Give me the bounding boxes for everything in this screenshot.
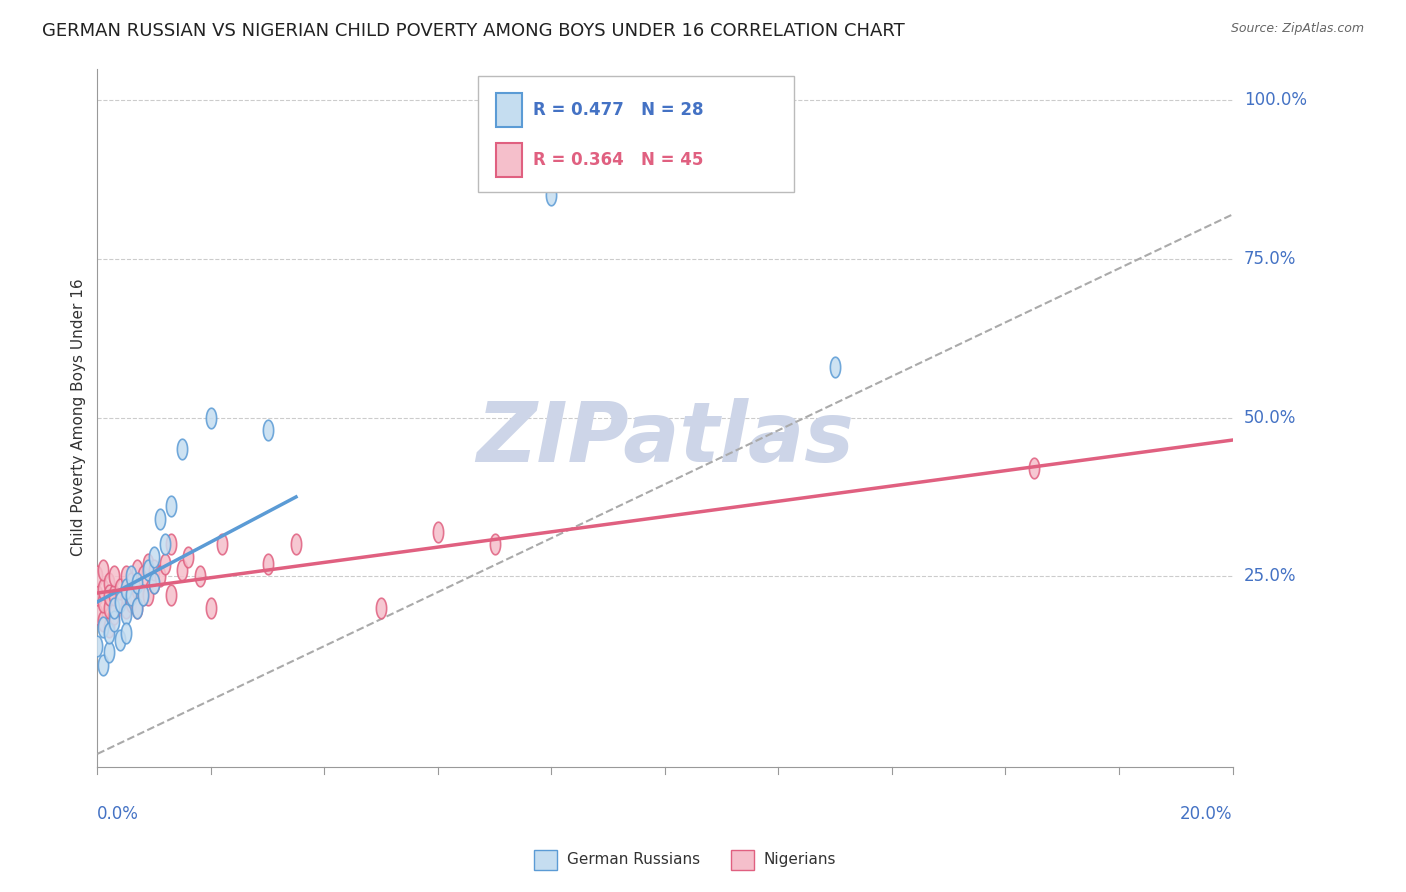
Point (143, 550, 166, 565)
Point (114, 601, 136, 615)
Point (143, 575, 166, 590)
Point (91, 582, 114, 596)
Point (160, 500, 183, 514)
Point (114, 626, 136, 640)
Point (285, 537, 308, 551)
Point (91, 614, 114, 628)
Point (1022, 461, 1045, 475)
Point (540, 188, 562, 202)
Point (108, 582, 131, 596)
Point (484, 537, 506, 551)
Point (132, 588, 155, 602)
Point (149, 569, 172, 583)
Point (114, 607, 136, 622)
Point (108, 594, 131, 608)
Point (103, 569, 125, 583)
Point (91, 620, 114, 634)
Text: 75.0%: 75.0% (1244, 250, 1296, 268)
Point (200, 410, 222, 425)
Point (155, 537, 177, 551)
Point (125, 601, 148, 615)
Point (370, 601, 392, 615)
Text: R = 0.477   N = 28: R = 0.477 N = 28 (533, 101, 703, 119)
Point (125, 575, 148, 590)
Point (160, 537, 183, 551)
Text: ZIPatlas: ZIPatlas (477, 398, 853, 479)
Point (103, 607, 125, 622)
Text: R = 0.364   N = 45: R = 0.364 N = 45 (533, 151, 703, 169)
Point (172, 442, 194, 457)
Point (120, 588, 142, 602)
Point (97, 645, 120, 659)
Text: Nigerians: Nigerians (763, 853, 837, 867)
Point (114, 569, 136, 583)
Point (97, 626, 120, 640)
Text: 20.0%: 20.0% (1180, 805, 1233, 823)
Text: 25.0%: 25.0% (1244, 567, 1296, 585)
Point (125, 582, 148, 596)
Text: 100.0%: 100.0% (1244, 91, 1306, 109)
Point (138, 563, 160, 577)
Point (103, 614, 125, 628)
Point (256, 557, 278, 571)
Point (177, 550, 200, 565)
Point (138, 557, 160, 571)
Point (125, 601, 148, 615)
Text: 0.0%: 0.0% (97, 805, 139, 823)
Point (188, 569, 211, 583)
Point (108, 594, 131, 608)
Point (120, 569, 142, 583)
Point (132, 588, 155, 602)
Point (91, 594, 114, 608)
Point (114, 582, 136, 596)
Point (143, 563, 166, 577)
Point (256, 423, 278, 437)
Point (125, 563, 148, 577)
Point (160, 588, 183, 602)
Point (86, 588, 108, 602)
Y-axis label: Child Poverty Among Boys Under 16: Child Poverty Among Boys Under 16 (72, 278, 86, 557)
Point (97, 575, 120, 590)
Point (97, 588, 120, 602)
Point (86, 639, 108, 653)
Point (211, 537, 233, 551)
Text: German Russians: German Russians (567, 853, 700, 867)
Point (91, 563, 114, 577)
Point (138, 588, 160, 602)
Point (200, 601, 222, 615)
Point (86, 607, 108, 622)
Point (824, 359, 846, 374)
Point (108, 632, 131, 647)
Point (91, 658, 114, 673)
Point (149, 512, 172, 526)
Text: GERMAN RUSSIAN VS NIGERIAN CHILD POVERTY AMONG BOYS UNDER 16 CORRELATION CHART: GERMAN RUSSIAN VS NIGERIAN CHILD POVERTY… (42, 22, 905, 40)
Point (103, 588, 125, 602)
Point (120, 594, 142, 608)
Point (120, 575, 142, 590)
Point (103, 601, 125, 615)
Point (132, 569, 155, 583)
Point (426, 524, 449, 539)
Point (97, 601, 120, 615)
Point (114, 588, 136, 602)
Text: Source: ZipAtlas.com: Source: ZipAtlas.com (1230, 22, 1364, 36)
Point (86, 569, 108, 583)
Point (143, 575, 166, 590)
Text: 50.0%: 50.0% (1244, 409, 1296, 426)
Point (97, 620, 120, 634)
Point (172, 563, 194, 577)
Point (155, 557, 177, 571)
